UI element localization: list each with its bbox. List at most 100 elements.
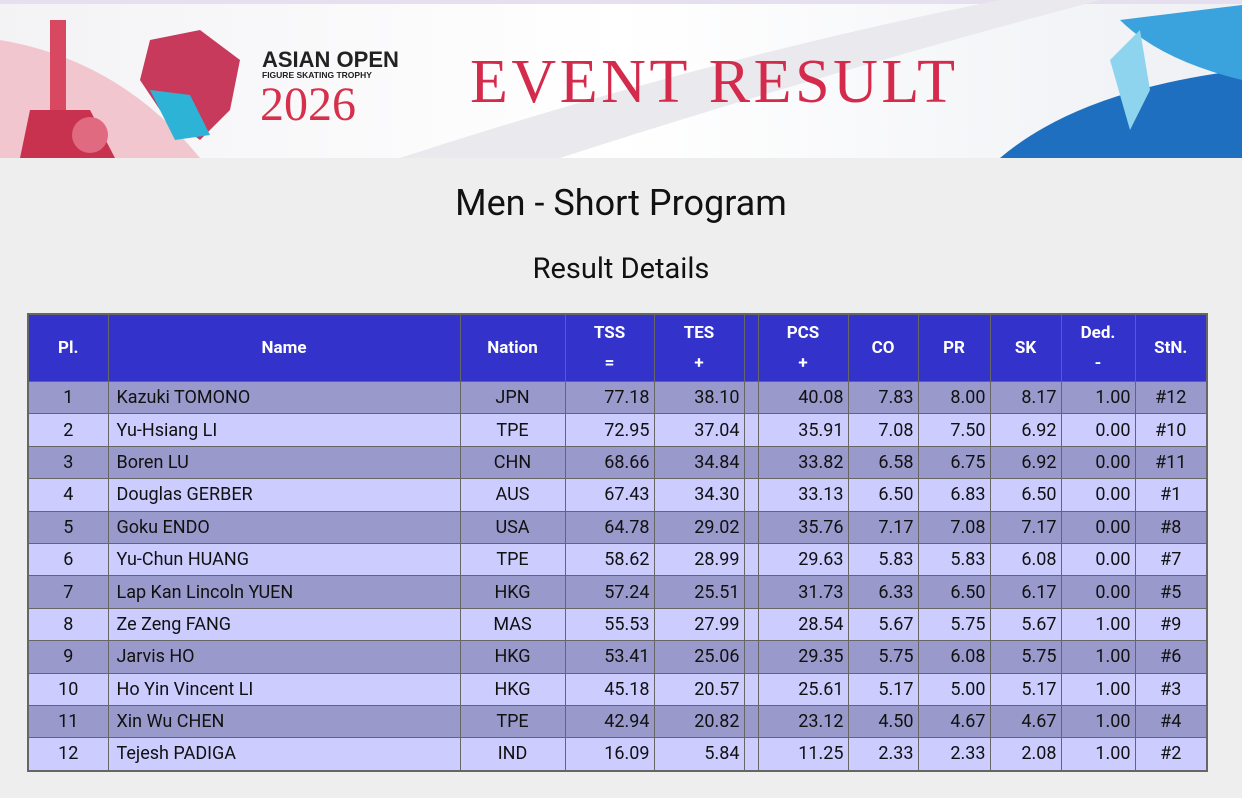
table-cell: 35.91 [757,413,849,447]
table-cell: 5.00 [917,672,991,706]
table-cell: #1 [1134,478,1208,512]
table-cell: 4 [27,478,109,512]
table-cell: 34.30 [653,478,745,512]
table-cell: 16.09 [564,737,655,772]
table-cell: 2.33 [917,737,991,772]
table-cell: 2.33 [847,737,919,772]
table-cell: 7.08 [847,413,919,447]
table-cell: Boren LU [107,445,461,480]
table-cell: HKG [459,640,566,674]
table-cell: 38.10 [653,380,745,415]
header-label: PCS [786,323,820,343]
table-cell: 28.54 [757,607,849,642]
column-header: TSS = [564,313,655,382]
table-cell: 5.84 [653,737,745,772]
table-cell: #9 [1134,607,1208,642]
table-cell: #7 [1134,542,1208,577]
page-subtitle: Result Details [532,252,710,286]
table-cell: 7.17 [989,510,1062,544]
spacer-cell [743,413,759,447]
table-cell: 1 [27,380,109,415]
table-cell: 8.00 [917,380,991,415]
column-header: CO [847,313,919,382]
table-cell: CHN [459,445,566,480]
spacer-cell [743,704,759,739]
table-row: 9 Jarvis HO HKG 53.41 25.06 29.35 5.75 6.08 5.75… [27,640,1208,674]
table-row: 10 Ho Yin Vincent LI HKG 45.18 20.57 25.61 5.1… [27,672,1208,706]
table-cell: HKG [459,672,566,706]
table-cell: 5.83 [917,542,991,577]
table-cell: 0.00 [1060,445,1136,480]
table-row: 12 Tejesh PADIGA IND 16.09 5.84 11.25 2.33 2.33… [27,737,1208,772]
table-cell: 1.00 [1060,737,1136,772]
table-cell: 7.83 [847,380,919,415]
table-cell: 45.18 [564,672,655,706]
table-cell: 33.13 [757,478,849,512]
header-label: Ded. [1080,323,1116,343]
header-sub: + [694,353,704,373]
column-header: Pl. [27,313,109,382]
table-cell: 37.04 [653,413,745,447]
table-cell: 25.51 [653,575,745,609]
table-cell: 5.75 [989,640,1062,674]
table-cell: 11.25 [757,737,849,772]
header-sub: + [798,353,808,373]
table-cell: 6.33 [847,575,919,609]
table-cell: 28.99 [653,542,745,577]
banner-heading: EVENT RESULT [470,48,955,116]
table-cell: 35.76 [757,510,849,544]
table-cell: Ho Yin Vincent LI [107,672,461,706]
table-cell: #4 [1134,704,1208,739]
spacer-cell [743,542,759,577]
spacer-cell [743,640,759,674]
header-label: TSS [593,323,626,343]
table-cell: 42.94 [564,704,655,739]
table-cell: 6.50 [989,478,1062,512]
spacer-cell [743,575,759,609]
table-body: 1 Kazuki TOMONO JPN 77.18 38.10 40.08 7.83 8.00… [27,380,1208,772]
table-cell: 27.99 [653,607,745,642]
table-cell: Xin Wu CHEN [107,704,461,739]
table-row: 11 Xin Wu CHEN TPE 42.94 20.82 23.12 4.50 4.67 4… [27,704,1208,739]
table-cell: 0.00 [1060,510,1136,544]
table-cell: #6 [1134,640,1208,674]
spacer-cell [743,672,759,706]
table-cell: HKG [459,575,566,609]
table-cell: 29.63 [757,542,849,577]
table-cell: 29.35 [757,640,849,674]
table-cell: 2.08 [989,737,1062,772]
table-cell: USA [459,510,566,544]
table-cell: 31.73 [757,575,849,609]
page-title: Men - Short Program [455,182,787,224]
table-cell: IND [459,737,566,772]
column-header: Nation [459,313,566,382]
table-cell: 1.00 [1060,640,1136,674]
table-cell: 4.67 [989,704,1062,739]
table-cell: 5.83 [847,542,919,577]
header-row: Pl. Name Nation TSS = TES + PCS + CO PR SK Ded. - StN. [27,313,1208,382]
spacer-cell [743,380,759,415]
brand-sub: FIGURE SKATING TROPHY [262,70,372,80]
table-cell: 3 [27,445,109,480]
table-cell: TPE [459,413,566,447]
header-label: StN. [1154,338,1188,358]
header-label: Pl. [58,338,79,358]
table-cell: 64.78 [564,510,655,544]
table-cell: 23.12 [757,704,849,739]
spacer-cell [743,510,759,544]
table-cell: #2 [1134,737,1208,772]
table-cell: 10 [27,672,109,706]
column-header: Name [107,313,461,382]
table-cell: 5.17 [847,672,919,706]
header-label: TES [683,323,715,343]
table-cell: 40.08 [757,380,849,415]
table-cell: 7 [27,575,109,609]
table-row: 7 Lap Kan Lincoln YUEN HKG 57.24 25.51 31.73 6… [27,575,1208,609]
header-label: SK [1014,338,1037,358]
table-cell: 7.50 [917,413,991,447]
table-cell: Douglas GERBER [107,478,461,512]
table-cell: Yu-Chun HUANG [107,542,461,577]
table-row: 3 Boren LU CHN 68.66 34.84 33.82 6.58 6.75 6.92 0… [27,445,1208,480]
table-cell: 6.50 [917,575,991,609]
